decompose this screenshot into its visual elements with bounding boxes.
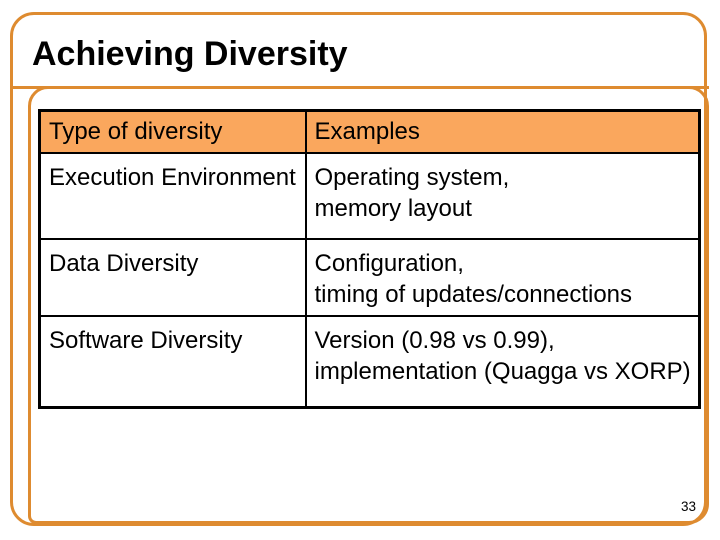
cell-type-execution-environment: Execution Environment [38, 151, 307, 240]
table-header-row: Type of diversity Examples [38, 109, 701, 154]
example-line: Operating system, [314, 163, 510, 191]
example-line: timing of updates/connections [314, 280, 633, 308]
table-row-data-diversity: Data Diversity Configuration, timing of … [38, 237, 701, 317]
example-line: Version (0.98 vs 0.99), [314, 326, 555, 354]
cell-type-data-diversity: Data Diversity [38, 237, 307, 317]
slide-title: Achieving Diversity [32, 35, 348, 73]
table-row-execution-environment: Execution Environment Operating system, … [38, 151, 701, 240]
slide-outer-frame [10, 12, 707, 526]
cell-examples-software-diversity: Version (0.98 vs 0.99), implementation (… [304, 314, 701, 409]
cell-type-software-diversity: Software Diversity [38, 314, 307, 409]
cell-examples-execution-environment: Operating system, memory layout [304, 151, 701, 240]
title-separator-line [10, 86, 709, 89]
example-line: implementation (Quagga vs XORP) [314, 357, 691, 385]
cell-examples-data-diversity: Configuration, timing of updates/connect… [304, 237, 701, 317]
table-row-software-diversity: Software Diversity Version (0.98 vs 0.99… [38, 314, 701, 409]
example-line: memory layout [314, 194, 472, 222]
example-line: Configuration, [314, 249, 464, 277]
page-number: 33 [680, 499, 696, 514]
header-cell-examples: Examples [304, 109, 701, 154]
header-cell-type: Type of diversity [38, 109, 307, 154]
diversity-table: Type of diversity Examples Execution Env… [38, 109, 701, 409]
